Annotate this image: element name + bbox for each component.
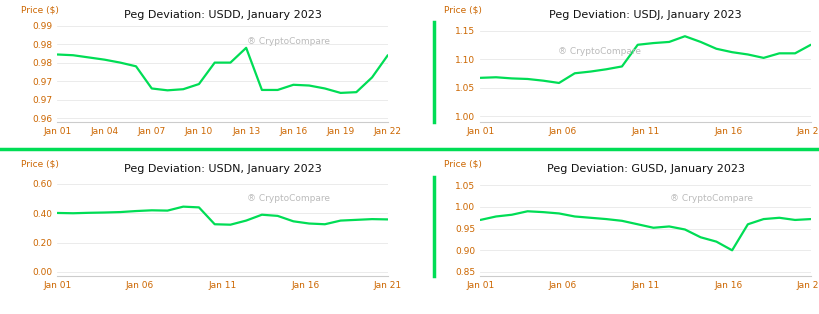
Text: ® CryptoCompare: ® CryptoCompare <box>558 47 640 57</box>
Title: Peg Deviation: USDD, January 2023: Peg Deviation: USDD, January 2023 <box>124 10 322 20</box>
Text: ® CryptoCompare: ® CryptoCompare <box>247 194 330 203</box>
Text: Price ($): Price ($) <box>444 5 482 14</box>
Title: Peg Deviation: GUSD, January 2023: Peg Deviation: GUSD, January 2023 <box>546 165 744 174</box>
Title: Peg Deviation: USDJ, January 2023: Peg Deviation: USDJ, January 2023 <box>550 10 742 20</box>
Text: Price ($): Price ($) <box>21 5 59 14</box>
Text: Price ($): Price ($) <box>21 160 59 169</box>
Text: ® CryptoCompare: ® CryptoCompare <box>670 194 753 203</box>
Text: ® CryptoCompare: ® CryptoCompare <box>247 37 330 46</box>
Title: Peg Deviation: USDN, January 2023: Peg Deviation: USDN, January 2023 <box>124 165 321 174</box>
Text: Price ($): Price ($) <box>444 160 482 169</box>
